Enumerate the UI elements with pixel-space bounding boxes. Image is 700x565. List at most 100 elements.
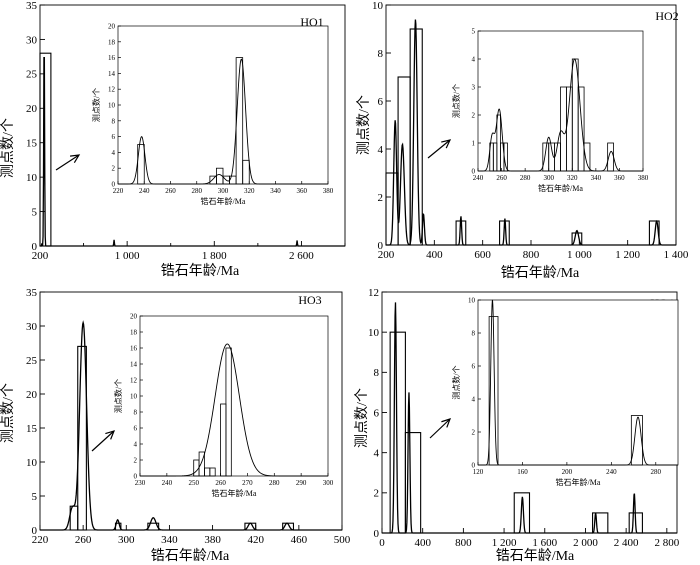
y-tick-label: 25 [26,69,38,81]
density-curve [40,56,345,247]
y-tick-label: 10 [26,457,38,469]
x-axis-label-ho2: 锆石年龄/Ma [501,265,580,281]
x-tick-label: 0 [379,537,385,549]
x-tick-label: 1 000 [115,250,140,262]
inset-y-tick-label: 8 [112,117,116,125]
inset-x-tick-label: 240 [606,468,617,476]
y-tick-label: 8 [378,48,384,60]
inset-y-tick-label: 4 [472,395,476,403]
inset-histogram-bar [577,86,585,172]
y-axis-label-ho3: 测点数/个 [0,383,16,443]
x-tick-label: 2 000 [573,537,598,549]
y-tick-label: 6 [378,96,384,108]
inset-y-tick-label: 12 [130,376,138,384]
y-tick-label: 10 [372,0,384,12]
histogram-bar [648,220,660,246]
inset-x-tick-label: 340 [270,187,281,195]
x-tick-label: 460 [291,534,308,546]
pointer-arrow [429,418,451,439]
inset-x-axis-label: 锆石年龄/Ma [538,183,583,193]
inset-y-axis-label: 测点数/个 [451,365,461,399]
x-tick-label: 1 800 [202,250,227,262]
inset-plot: 120 160 200 240 280 0 2 4 6 8 10 锆石年龄/Ma 测点数/个 [451,296,679,487]
inset-y-tick-label: 0 [472,461,476,469]
inset-x-tick-label: 280 [192,187,203,195]
inset-y-tick-label: 4 [472,55,476,63]
panel-title-ho2: HO2 [655,9,678,23]
inset-plot-frame [477,299,679,466]
y-tick-label: 10 [26,172,38,184]
inset-density-curve [478,299,678,466]
x-tick-label: 2 400 [614,537,639,549]
inset-histogram-bar [198,451,205,477]
inset-x-tick-label: 300 [218,187,229,195]
inset-x-tick-label: 280 [520,174,531,182]
y-tick-label: 20 [26,389,38,401]
y-tick-label: 35 [26,287,38,299]
inset-density-curve [118,58,328,185]
panel-title-ho3: HO3 [298,293,321,307]
x-tick-label: 400 [426,249,443,261]
x-tick-label: 400 [414,537,431,549]
inset-x-tick-label: 230 [135,479,146,487]
inset-y-tick-label: 0 [134,472,138,480]
x-tick-label: 800 [455,537,472,549]
inset-y-axis-label: 测点数/个 [451,84,461,118]
x-tick-label: 600 [474,249,491,261]
inset-y-tick-label: 8 [472,329,476,337]
y-tick-label: 20 [26,103,38,115]
inset-x-tick-label: 300 [323,479,334,487]
inset-x-tick-label: 240 [473,174,484,182]
inset-x-tick-label: 340 [591,174,602,182]
inset-y-tick-label: 5 [472,27,476,35]
inset-x-tick-label: 320 [244,187,255,195]
inset-histogram-bar [583,142,591,172]
x-tick-label: 2 800 [654,537,679,549]
inset-x-tick-label: 360 [297,187,308,195]
y-tick-label: 0 [378,240,384,252]
y-tick-label: 2 [374,488,380,500]
inset-y-tick-label: 14 [108,70,116,78]
inset-x-tick-label: 250 [188,479,199,487]
inset-x-tick-label: 320 [567,174,578,182]
histogram-bar [513,492,531,534]
inset-y-tick-label: 4 [134,440,138,448]
inset-x-tick-label: 220 [113,187,124,195]
inset-density-curve [140,343,328,477]
inset-y-tick-label: 2 [472,111,476,119]
x-axis-label-ho3: 锆石年龄/Ma [151,548,230,564]
inset-y-tick-label: 2 [472,428,476,436]
density-curve [382,302,677,534]
density-curve [386,19,676,246]
inset-x-tick-label: 160 [517,468,528,476]
inset-x-tick-label: 260 [165,187,176,195]
x-tick-label: 1 000 [567,249,592,261]
inset-y-tick-label: 20 [130,312,138,320]
inset-x-tick-label: 280 [269,479,280,487]
inset-plot: 240 260 280 300 320 340 360 380 0 1 2 3 4 5 锆石年龄/Ma 测点数… [451,27,649,193]
inset-y-tick-label: 10 [130,392,138,400]
y-tick-label: 0 [374,528,380,540]
y-tick-label: 35 [26,0,38,12]
y-axis-label-ho2: 测点数/个 [356,95,372,155]
inset-plot-frame [139,315,329,477]
inset-histogram-bar [630,415,643,466]
x-tick-label: 380 [204,534,221,546]
inset-x-axis-label: 锆石年龄/Ma [556,477,601,487]
inset-x-tick-label: 300 [543,174,554,182]
inset-y-tick-label: 3 [472,83,476,91]
x-tick-label: 800 [523,249,540,261]
inset-y-tick-label: 2 [134,456,138,464]
inset-histogram-bar [209,467,216,477]
inset-y-axis-label: 测点数/个 [113,379,123,413]
x-tick-label: 220 [32,534,49,546]
inset-y-tick-label: 12 [108,86,116,94]
inset-y-tick-label: 6 [134,424,138,432]
inset-x-tick-label: 380 [323,187,334,195]
inset-y-tick-label: 10 [108,101,116,109]
inset-x-axis-label: 锆石年龄/Ma [201,196,246,206]
inset-y-tick-label: 1 [472,139,476,147]
x-tick-label: 200 [32,250,49,262]
pointer-arrow [55,154,80,171]
